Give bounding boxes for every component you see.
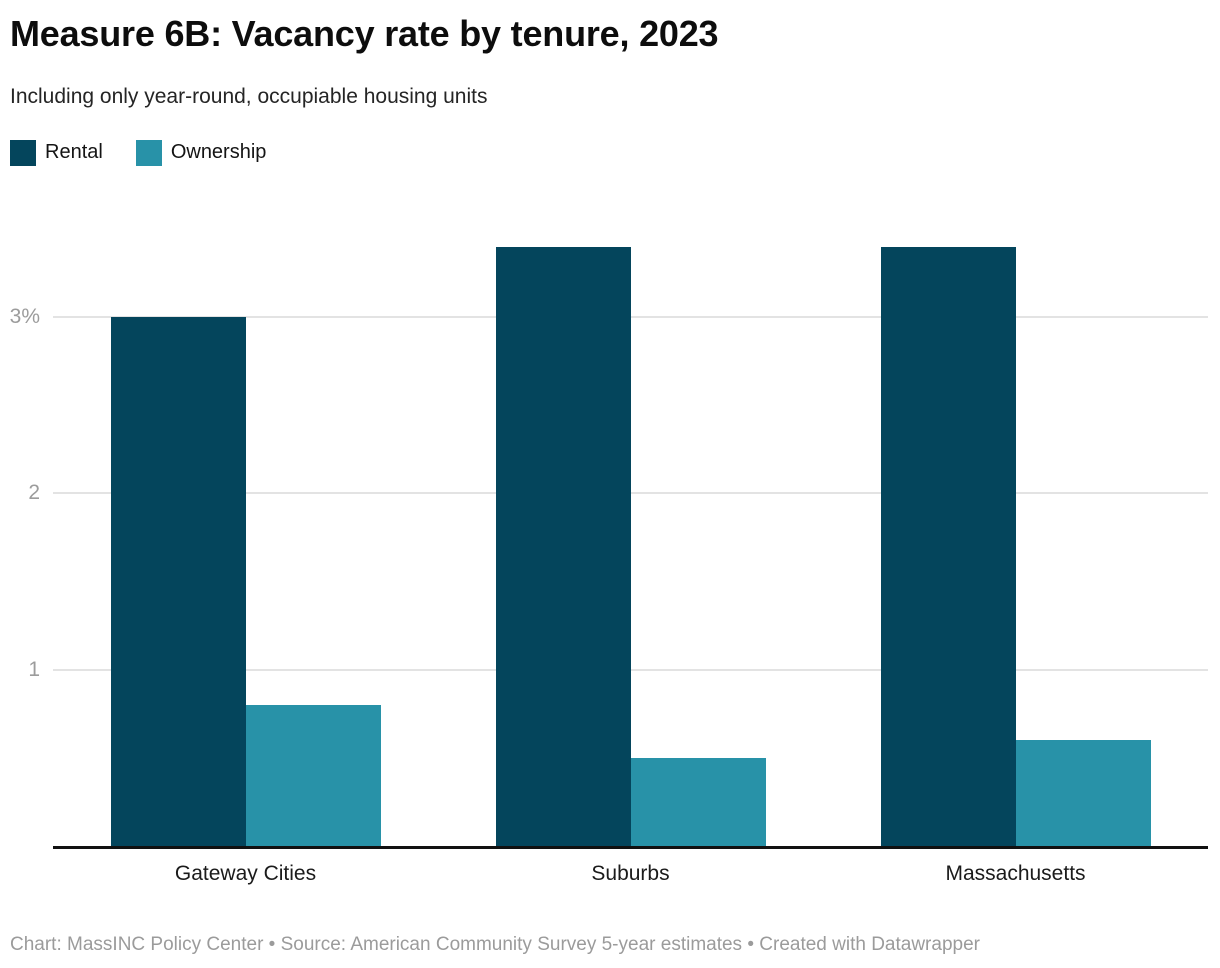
bar-rental-massachusetts[interactable]: [880, 246, 1016, 846]
legend-swatch-icon: [10, 139, 36, 166]
x-axis-label-gateway-cities: Gateway Cities: [174, 862, 317, 885]
gridline-1: [53, 668, 1208, 671]
legend-item-ownership: Ownership: [135, 139, 267, 166]
legend-swatch-icon: [135, 139, 162, 166]
bar-groups: [53, 221, 1208, 846]
chart-subtitle: Including only year-round, occupiable ho…: [10, 85, 488, 108]
bar-group-massachusetts: [823, 221, 1208, 846]
bar-group-suburbs: [438, 221, 823, 846]
chart-title: Measure 6B: Vacancy rate by tenure, 2023: [10, 13, 719, 54]
plot-area: 1 2 3%: [10, 221, 1208, 849]
x-axis-label-suburbs: Suburbs: [591, 862, 670, 885]
bar-group-gateway-cities: [53, 221, 438, 846]
gridline-2: [53, 492, 1208, 495]
bar-ownership-gateway-cities[interactable]: [245, 704, 381, 846]
y-tick-label-3: 3%: [9, 305, 40, 329]
bar-rental-gateway-cities[interactable]: [110, 317, 246, 846]
legend-label: Ownership: [170, 141, 267, 163]
x-axis-label-massachusetts: Massachusetts: [945, 862, 1086, 885]
legend-item-rental: Rental: [10, 139, 103, 166]
x-axis-labels: Gateway Cities Suburbs Massachusetts: [53, 862, 1208, 886]
y-tick-label-1: 1: [28, 657, 40, 681]
gridline-3: [53, 316, 1208, 319]
bar-rental-suburbs[interactable]: [495, 246, 631, 846]
legend-label: Rental: [45, 141, 103, 163]
y-tick-label-2: 2: [28, 481, 40, 505]
bar-ownership-suburbs[interactable]: [630, 757, 766, 846]
bar-ownership-massachusetts[interactable]: [1015, 740, 1151, 846]
legend: Rental Ownership: [10, 139, 1210, 166]
chart-footer: Chart: MassINC Policy Center • Source: A…: [10, 934, 980, 955]
